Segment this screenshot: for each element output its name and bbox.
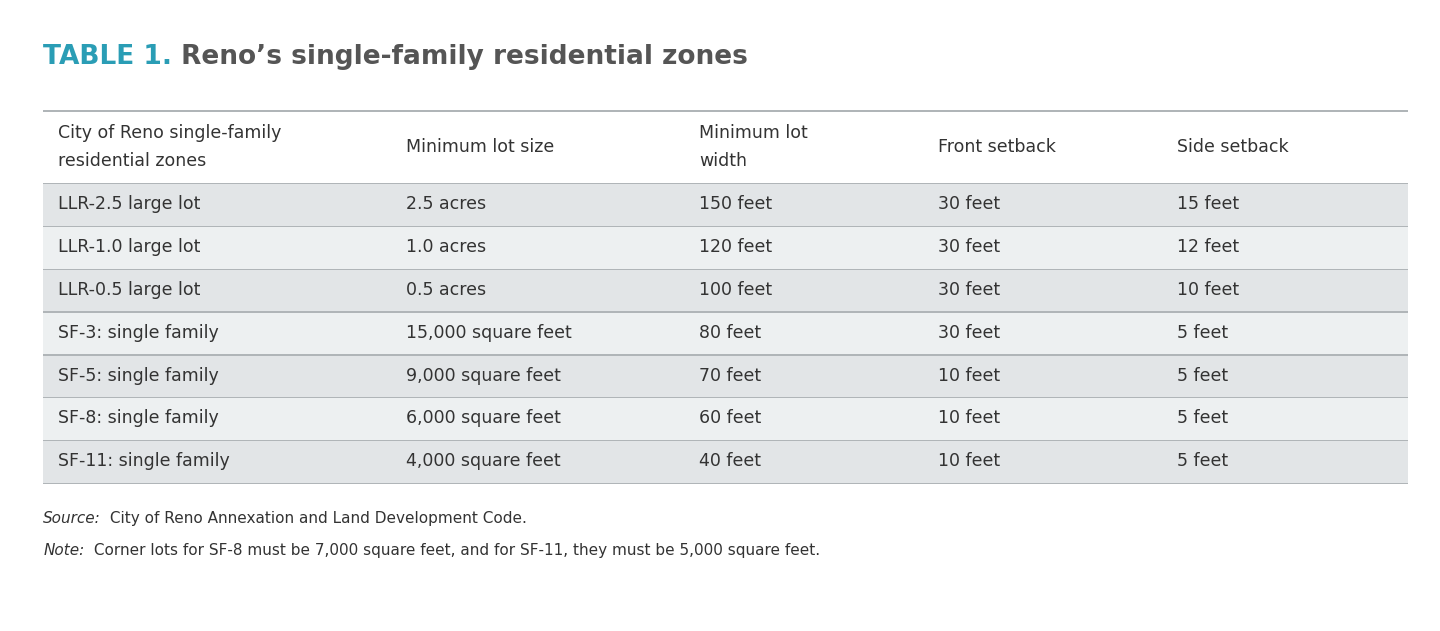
Text: Source:: Source: — [43, 511, 101, 526]
Text: City of Reno single-family: City of Reno single-family — [58, 124, 281, 142]
Text: 150 feet: 150 feet — [700, 196, 772, 213]
Text: 10 feet: 10 feet — [937, 410, 1001, 427]
Text: SF-3: single family: SF-3: single family — [58, 324, 219, 342]
Text: width: width — [700, 151, 747, 170]
Text: TABLE 1.: TABLE 1. — [43, 44, 173, 70]
Text: residential zones: residential zones — [58, 151, 206, 170]
Bar — [43, 269, 1408, 270]
Text: 2.5 acres: 2.5 acres — [406, 196, 485, 213]
Text: 10 feet: 10 feet — [937, 452, 1001, 470]
Bar — [43, 397, 1408, 440]
Bar — [43, 269, 1408, 312]
Text: SF-8: single family: SF-8: single family — [58, 410, 219, 427]
Text: 4,000 square feet: 4,000 square feet — [406, 452, 560, 470]
Text: 9,000 square feet: 9,000 square feet — [406, 367, 560, 385]
Bar — [43, 440, 1408, 441]
Text: Corner lots for SF-8 must be 7,000 square feet, and for SF-11, they must be 5,00: Corner lots for SF-8 must be 7,000 squar… — [89, 543, 819, 558]
Bar — [43, 226, 1408, 269]
Text: 40 feet: 40 feet — [700, 452, 762, 470]
Text: Minimum lot: Minimum lot — [700, 124, 808, 142]
Bar — [43, 354, 1408, 397]
Text: 5 feet: 5 feet — [1176, 367, 1228, 385]
Bar — [43, 440, 1408, 483]
Text: SF-11: single family: SF-11: single family — [58, 452, 229, 470]
Text: 12 feet: 12 feet — [1176, 239, 1240, 256]
Text: 80 feet: 80 feet — [700, 324, 762, 342]
Text: Minimum lot size: Minimum lot size — [406, 138, 554, 156]
Text: SF-5: single family: SF-5: single family — [58, 367, 219, 385]
Text: 120 feet: 120 feet — [700, 239, 772, 256]
Text: 30 feet: 30 feet — [937, 239, 1001, 256]
Text: City of Reno Annexation and Land Development Code.: City of Reno Annexation and Land Develop… — [105, 511, 527, 526]
Bar — [43, 110, 1408, 183]
Text: 70 feet: 70 feet — [700, 367, 762, 385]
Text: Side setback: Side setback — [1176, 138, 1289, 156]
Text: 100 feet: 100 feet — [700, 281, 772, 299]
Text: 6,000 square feet: 6,000 square feet — [406, 410, 560, 427]
Text: LLR-2.5 large lot: LLR-2.5 large lot — [58, 196, 200, 213]
Text: Note:: Note: — [43, 543, 85, 558]
Text: 5 feet: 5 feet — [1176, 452, 1228, 470]
Text: 5 feet: 5 feet — [1176, 324, 1228, 342]
Bar — [43, 183, 1408, 184]
Text: 30 feet: 30 feet — [937, 281, 1001, 299]
Text: 10 feet: 10 feet — [1176, 281, 1240, 299]
Text: 0.5 acres: 0.5 acres — [406, 281, 485, 299]
Text: 10 feet: 10 feet — [937, 367, 1001, 385]
Text: 30 feet: 30 feet — [937, 196, 1001, 213]
Text: 15 feet: 15 feet — [1176, 196, 1240, 213]
Text: 15,000 square feet: 15,000 square feet — [406, 324, 572, 342]
Text: 60 feet: 60 feet — [700, 410, 762, 427]
Text: 30 feet: 30 feet — [937, 324, 1001, 342]
Bar — [43, 354, 1408, 355]
Bar — [43, 483, 1408, 484]
Text: LLR-0.5 large lot: LLR-0.5 large lot — [58, 281, 200, 299]
Text: LLR-1.0 large lot: LLR-1.0 large lot — [58, 239, 200, 256]
Text: 5 feet: 5 feet — [1176, 410, 1228, 427]
Bar — [43, 312, 1408, 313]
Text: Front setback: Front setback — [937, 138, 1056, 156]
Bar — [43, 110, 1408, 112]
Bar — [43, 397, 1408, 398]
Bar — [43, 312, 1408, 354]
Text: 1.0 acres: 1.0 acres — [406, 239, 485, 256]
Bar — [43, 183, 1408, 226]
Bar — [43, 226, 1408, 227]
Text: Reno’s single-family residential zones: Reno’s single-family residential zones — [173, 44, 747, 70]
